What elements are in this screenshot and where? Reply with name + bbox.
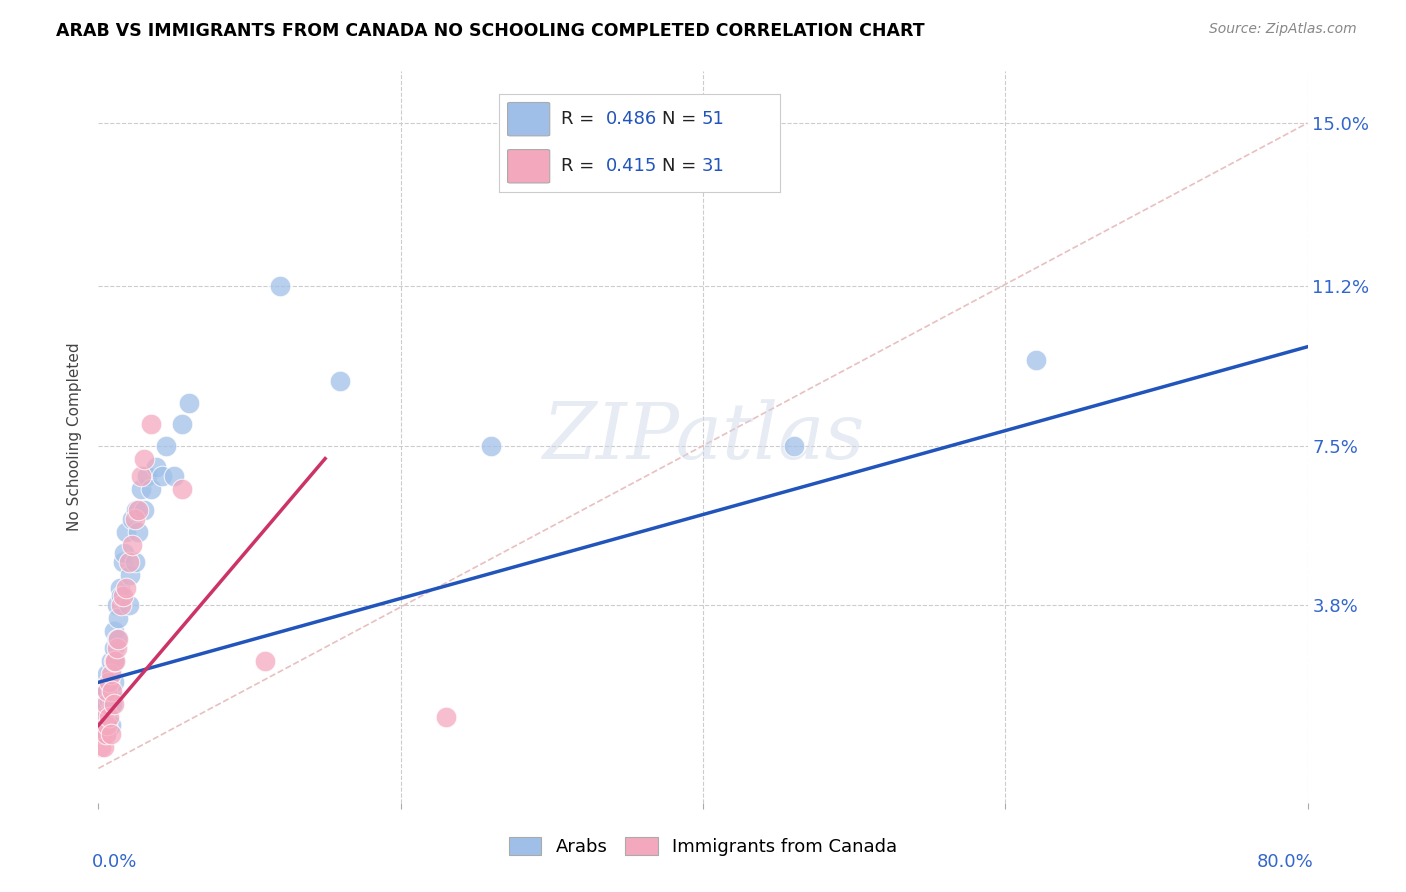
Point — [98, 675, 121, 690]
Point — [124, 555, 146, 569]
Text: 0.486: 0.486 — [606, 111, 657, 128]
Point — [96, 718, 118, 732]
Point — [114, 581, 136, 595]
Point — [124, 512, 146, 526]
Point — [111, 589, 134, 603]
Text: R =: R = — [561, 111, 600, 128]
Text: N =: N = — [662, 111, 702, 128]
Point — [163, 468, 186, 483]
Point — [103, 675, 125, 690]
Point — [94, 697, 117, 711]
Point — [94, 727, 117, 741]
Legend: Arabs, Immigrants from Canada: Arabs, Immigrants from Canada — [502, 830, 904, 863]
Point — [121, 538, 143, 552]
Point — [107, 632, 129, 647]
Point — [105, 598, 128, 612]
Point — [91, 710, 114, 724]
Point — [101, 666, 124, 681]
Point — [94, 727, 117, 741]
Point — [93, 697, 115, 711]
Point — [129, 482, 152, 496]
Point — [100, 666, 122, 681]
Point — [1024, 352, 1046, 367]
Point — [91, 727, 114, 741]
Point — [141, 417, 163, 432]
Point — [179, 395, 201, 409]
Point — [269, 279, 291, 293]
Point — [94, 684, 117, 698]
Point — [107, 611, 129, 625]
Point — [110, 589, 132, 603]
Text: 0.415: 0.415 — [606, 157, 658, 175]
Point — [170, 482, 193, 496]
Point — [98, 710, 121, 724]
Point — [135, 468, 157, 483]
Point — [98, 692, 121, 706]
Text: Source: ZipAtlas.com: Source: ZipAtlas.com — [1209, 22, 1357, 37]
Point — [101, 697, 124, 711]
Point — [127, 503, 149, 517]
Point — [108, 581, 131, 595]
Point — [783, 439, 806, 453]
Point — [104, 654, 127, 668]
Point — [253, 654, 276, 668]
Text: 51: 51 — [702, 111, 724, 128]
Point — [105, 640, 128, 655]
Text: 31: 31 — [702, 157, 724, 175]
Text: 0.0%: 0.0% — [93, 853, 138, 871]
Point — [329, 374, 352, 388]
Point — [103, 640, 125, 655]
Point — [434, 710, 457, 724]
FancyBboxPatch shape — [508, 150, 550, 183]
Point — [93, 710, 115, 724]
Point — [170, 417, 193, 432]
Point — [132, 503, 155, 517]
Point — [104, 654, 127, 668]
Point — [129, 468, 152, 483]
Point — [100, 727, 122, 741]
Point — [132, 451, 155, 466]
Point — [90, 739, 112, 754]
Point — [96, 710, 118, 724]
Text: ARAB VS IMMIGRANTS FROM CANADA NO SCHOOLING COMPLETED CORRELATION CHART: ARAB VS IMMIGRANTS FROM CANADA NO SCHOOL… — [56, 22, 925, 40]
Point — [105, 632, 128, 647]
Point — [127, 524, 149, 539]
Point — [118, 555, 141, 569]
Text: ZIPatlas: ZIPatlas — [541, 399, 865, 475]
Point — [103, 624, 125, 638]
Point — [100, 684, 122, 698]
Point — [103, 654, 125, 668]
Point — [94, 697, 117, 711]
Point — [103, 697, 125, 711]
Text: R =: R = — [561, 157, 600, 175]
Point — [150, 468, 173, 483]
Point — [114, 524, 136, 539]
Point — [101, 684, 124, 698]
Text: N =: N = — [662, 157, 702, 175]
Point — [155, 439, 177, 453]
Point — [93, 739, 115, 754]
Point — [96, 684, 118, 698]
FancyBboxPatch shape — [508, 103, 550, 136]
Point — [141, 482, 163, 496]
Point — [111, 555, 134, 569]
Point — [100, 718, 122, 732]
Point — [98, 675, 121, 690]
Point — [125, 503, 148, 517]
Point — [110, 598, 132, 612]
Point — [90, 718, 112, 732]
Point — [120, 567, 142, 582]
Point — [121, 512, 143, 526]
Point — [118, 598, 141, 612]
Point — [112, 546, 135, 560]
Point — [91, 727, 114, 741]
Y-axis label: No Schooling Completed: No Schooling Completed — [67, 343, 83, 532]
Point — [96, 684, 118, 698]
Point — [481, 439, 503, 453]
Point — [96, 666, 118, 681]
Point — [100, 654, 122, 668]
Point — [145, 460, 167, 475]
Point — [93, 718, 115, 732]
Text: 80.0%: 80.0% — [1257, 853, 1313, 871]
